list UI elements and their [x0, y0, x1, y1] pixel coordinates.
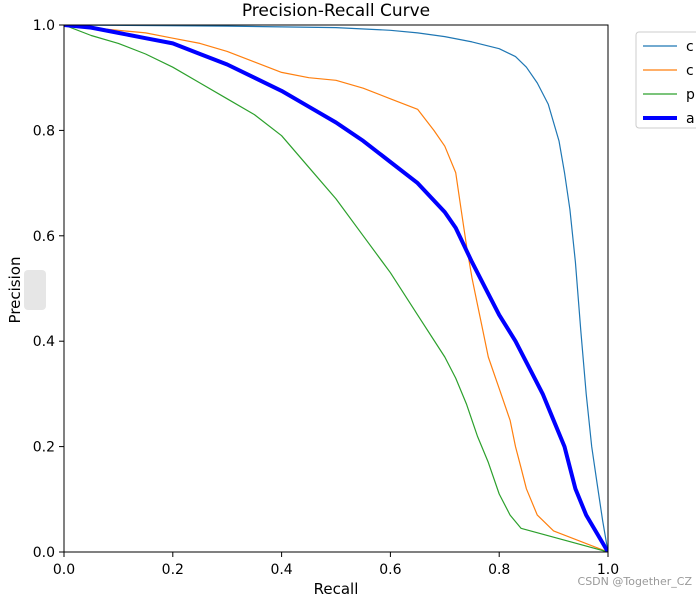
legend-label-3: a: [686, 111, 695, 127]
x-tick-label: 0.6: [379, 562, 401, 578]
series-line-1: [64, 25, 608, 552]
legend-label-0: c: [686, 39, 694, 55]
series-line-2: [64, 25, 608, 552]
plot-frame: [63, 24, 609, 553]
legend-label-2: p: [686, 87, 695, 103]
series-layer: [64, 25, 608, 552]
series-line-3: [64, 25, 608, 552]
y-tick-label: 0.0: [33, 545, 55, 561]
tick-layer: 0.0 0.2 0.4 0.6 0.8 1.0 0.0 0.2 0.4 0.6 0.8 1.0: [33, 18, 619, 578]
y-axis-title: Precision: [6, 257, 24, 324]
chart-title: Precision-Recall Curve: [242, 1, 430, 21]
legend-label-1: c: [686, 63, 694, 79]
series-line-0: [64, 25, 608, 552]
y-tick-label: 0.8: [33, 123, 55, 139]
y-tick-label: 0.6: [33, 229, 55, 245]
y-tick-label: 0.4: [33, 334, 55, 350]
legend-box: [635, 31, 696, 129]
y-tick-label: 0.2: [33, 440, 55, 456]
x-tick-label: 0.4: [270, 562, 292, 578]
watermark: CSDN @Together_CZ: [577, 575, 692, 588]
x-tick-label: 0.8: [488, 562, 510, 578]
x-axis-title: Recall: [314, 580, 359, 594]
x-tick-label: 0.0: [53, 562, 75, 578]
x-tick-label: 0.2: [162, 562, 184, 578]
y-tick-label: 1.0: [33, 18, 55, 34]
scroll-handle[interactable]: [24, 270, 46, 310]
x-tick-label: 1.0: [597, 562, 619, 578]
